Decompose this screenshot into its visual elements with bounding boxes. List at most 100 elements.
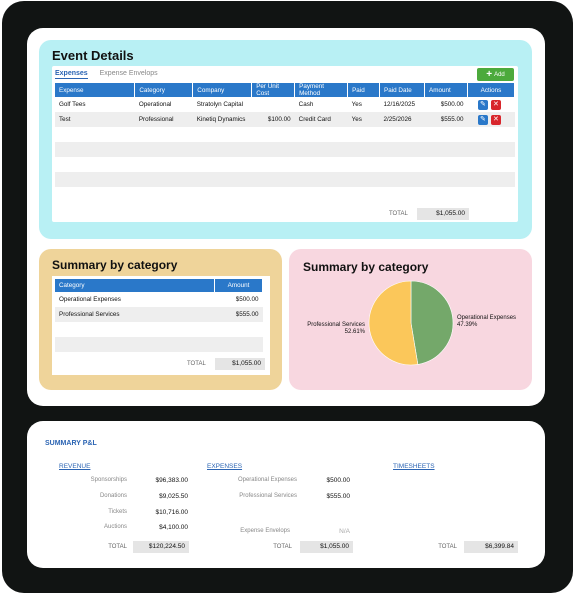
edit-icon[interactable]: ✎ — [477, 114, 488, 125]
expense-envelops-value: N/A — [339, 528, 350, 535]
cell-payment: Credit Card — [294, 112, 348, 127]
pie-slice-label: Professional Services — [307, 322, 365, 328]
summary-total-value: $1,055.00 — [215, 358, 265, 370]
cell-amount: $555.00 — [214, 307, 263, 322]
empty-row — [55, 157, 515, 172]
expenses-value: $500.00 — [326, 477, 351, 484]
table-row: Professional Services $555.00 — [55, 307, 263, 322]
cell-unit-cost: $100.00 — [251, 112, 295, 127]
summary-table-panel: Summary by category Category Amount Oper… — [39, 249, 282, 390]
col-category[interactable]: Category — [134, 83, 194, 97]
revenue-total-label: TOTAL — [108, 544, 127, 550]
summary-table-title: Summary by category — [52, 258, 178, 272]
edit-icon[interactable]: ✎ — [477, 99, 488, 110]
col-actions: Actions — [467, 83, 516, 97]
revenue-label: Auctions — [103, 524, 127, 530]
table-row: Golf Tees Operational Stratolyn Capital … — [55, 97, 515, 112]
cell-category: Operational — [138, 101, 172, 108]
pie-slice-percent: 47.39% — [457, 322, 478, 328]
category-table: Category Amount Operational Expenses $50… — [55, 279, 263, 352]
summary-total-label: TOTAL — [187, 361, 206, 367]
summary-table-container: Category Amount Operational Expenses $50… — [52, 276, 270, 375]
pie-slice-label: Operational Expenses — [457, 315, 516, 321]
expenses-pl-total-label: TOTAL — [273, 544, 292, 550]
cell-company: Kinetiq Dynamics — [192, 112, 252, 127]
timesheets-total-value: $6,399.84 — [464, 541, 518, 553]
event-details-panel: Event Details Expenses Expense Envelops … — [39, 40, 532, 239]
col-per-unit-cost[interactable]: Per Unit Cost — [251, 83, 296, 97]
cell-category: Professional Services — [55, 307, 215, 322]
empty-row — [55, 127, 515, 142]
expenses-pl-total-value: $1,055.00 — [300, 541, 353, 553]
plus-icon: + — [486, 68, 493, 80]
expenses-total-label: TOTAL — [389, 211, 408, 217]
empty-row — [55, 337, 263, 352]
expenses-label: Professional Services — [239, 493, 297, 499]
summary-pie-title: Summary by category — [303, 260, 429, 274]
empty-row — [55, 187, 515, 202]
cell-amount: $555.00 — [424, 112, 468, 127]
col-paid[interactable]: Paid — [347, 83, 381, 97]
col-expense[interactable]: Expense — [55, 83, 136, 97]
col-amount[interactable]: Amount — [214, 279, 263, 292]
expenses-value: $555.00 — [326, 493, 351, 500]
expenses-heading[interactable]: EXPENSES — [207, 463, 243, 470]
cell-category: Operational Expenses — [59, 296, 121, 303]
cell-payment: Cash — [298, 101, 314, 108]
expense-envelops-label: Expense Envelops — [240, 528, 290, 534]
revenue-value: $10,716.00 — [155, 509, 188, 516]
pie-slice — [368, 280, 419, 366]
tab-expenses[interactable]: Expenses — [55, 70, 88, 79]
expense-tabs: Expenses Expense Envelops — [55, 70, 168, 79]
empty-row — [55, 322, 263, 337]
col-category[interactable]: Category — [55, 279, 216, 292]
delete-icon[interactable]: ✕ — [490, 114, 501, 125]
revenue-heading[interactable]: REVENUE — [59, 463, 91, 470]
col-company[interactable]: Company — [192, 83, 253, 97]
cell-paid-date: 12/16/2025 — [383, 101, 416, 108]
expenses-table: Expense Category Company Per Unit Cost P… — [55, 83, 516, 202]
empty-row — [55, 142, 515, 157]
pl-title: SUMMARY P&L — [45, 440, 97, 447]
col-payment-method[interactable]: Payment Method — [294, 83, 349, 97]
tab-expense-envelops[interactable]: Expense Envelops — [99, 70, 158, 77]
pie-slice-percent: 52.61% — [345, 329, 366, 335]
timesheets-total-label: TOTAL — [438, 544, 457, 550]
col-amount[interactable]: Amount — [424, 83, 468, 97]
table-row: Test Professional Kinetiq Dynamics $100.… — [55, 112, 515, 127]
cell-expense: Golf Tees — [59, 101, 86, 108]
add-expense-button[interactable]: + Add — [477, 68, 514, 81]
revenue-total-value: $120,224.50 — [133, 541, 189, 553]
table-row: Operational Expenses $500.00 — [55, 292, 263, 307]
table-header-row: Expense Category Company Per Unit Cost P… — [55, 83, 516, 97]
cell-paid-date: 2/25/2026 — [379, 112, 425, 127]
pie-slice — [410, 280, 454, 365]
table-header-row: Category Amount — [55, 279, 263, 292]
cell-paid: Yes — [347, 112, 380, 127]
cell-company: Stratolyn Capital — [196, 101, 243, 108]
expenses-total-value: $1,055.00 — [417, 208, 469, 220]
revenue-label: Tickets — [108, 509, 127, 515]
revenue-label: Sponsorships — [90, 477, 127, 483]
summary-pie-panel: Summary by category Operational Expenses… — [289, 249, 532, 390]
expenses-container: Expenses Expense Envelops + Add Expense … — [52, 66, 518, 222]
cell-amount: $500.00 — [235, 296, 259, 303]
revenue-label: Donations — [99, 493, 127, 499]
cell-expense: Test — [55, 112, 135, 127]
add-button-label: Add — [494, 71, 505, 78]
cell-unit-cost — [252, 97, 295, 112]
expenses-label: Operational Expenses — [237, 477, 297, 483]
cell-actions: ✎ ✕ — [467, 97, 514, 112]
cell-amount: $500.00 — [440, 101, 464, 108]
col-paid-date[interactable]: Paid Date — [379, 83, 426, 97]
revenue-value: $96,383.00 — [155, 477, 188, 484]
delete-icon[interactable]: ✕ — [490, 99, 501, 110]
event-details-title: Event Details — [52, 48, 134, 63]
empty-row — [55, 172, 515, 187]
cell-category: Professional — [134, 112, 193, 127]
cell-actions: ✎ ✕ — [467, 112, 515, 127]
revenue-value: $4,100.00 — [159, 524, 188, 531]
cell-paid: Yes — [351, 101, 362, 108]
timesheets-heading[interactable]: TIMESHEETS — [393, 463, 435, 470]
